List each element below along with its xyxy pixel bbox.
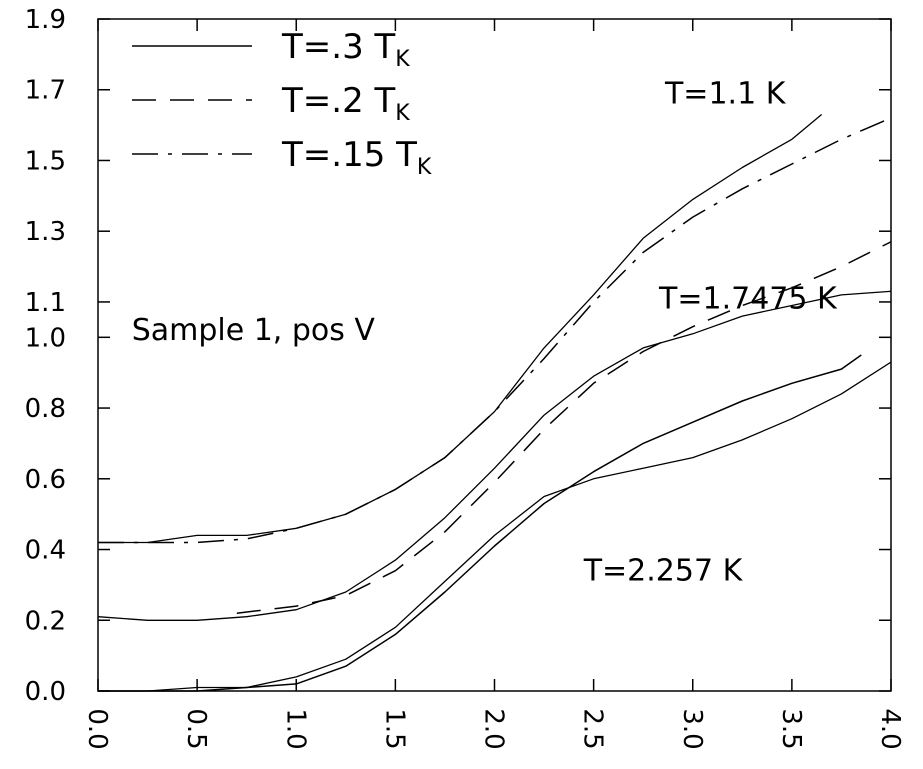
legend-label: T=.15 TK [281, 135, 432, 180]
y-tick-label: 1.9 [25, 5, 66, 35]
series-group [97, 114, 892, 692]
x-tick-label: 1.0 [280, 708, 310, 749]
x-tick-labels: 0.0 0.5 1.0 1.5 2.0 2.5 3.0 3.5 4.0 [82, 708, 905, 749]
y-tick-label: 1.5 [25, 146, 66, 176]
legend-label: T=.2 TK [281, 81, 410, 126]
x-tick-label: 4.0 [875, 708, 905, 749]
x-tick-label: 0.5 [181, 708, 211, 749]
y-tick-label: 0.2 [25, 606, 66, 636]
y-tick-labels: 0.0 0.2 0.4 0.6 0.8 1.0 1.1 1.3 1.5 1.7 1.9 [25, 5, 66, 707]
x-tick-label: 3.5 [776, 708, 806, 749]
series-line-1-data [98, 114, 823, 544]
y-tick-label: 1.3 [25, 217, 66, 247]
x-tick-label: 2.0 [479, 708, 509, 749]
legend: T=.3 TK T=.2 TK T=.15 TK [132, 27, 432, 180]
series-line-4-dashed [236, 241, 892, 614]
annotation-label: Sample 1, pos V [132, 313, 376, 348]
series-line-2-dashdot [98, 117, 892, 544]
y-tick-label: 0.6 [25, 465, 66, 495]
x-tick-label: 0.0 [82, 708, 112, 749]
y-tick-label: 1.1 [25, 288, 66, 318]
y-tick-label: 0.4 [25, 536, 66, 566]
tick-marks [97, 18, 892, 692]
annotations: T=1.1 K T=1.7475 K T=2.257 K Sample 1, pos … [132, 76, 838, 588]
y-tick-label: 0.0 [25, 677, 66, 707]
x-tick-label: 3.0 [677, 708, 707, 749]
series-line-3-data [97, 290, 892, 621]
series-line-5-data [98, 361, 892, 692]
y-tick-label: 0.8 [25, 394, 66, 424]
series-line-6-solid [98, 354, 862, 692]
x-tick-label: 2.5 [578, 708, 608, 749]
legend-subscript: K [395, 101, 410, 126]
annotation-label: T=2.257 K [583, 554, 744, 589]
plot-frame [97, 18, 892, 692]
annotation-label: T=1.7475 K [658, 281, 838, 316]
y-tick-label: 1.7 [25, 76, 66, 106]
y-tick-label: 1.0 [25, 323, 66, 353]
legend-subscript: K [395, 47, 410, 72]
x-tick-label: 1.5 [379, 708, 409, 749]
legend-label: T=.3 TK [281, 27, 410, 72]
legend-subscript: K [417, 155, 432, 180]
annotation-label: T=1.1 K [664, 76, 787, 111]
